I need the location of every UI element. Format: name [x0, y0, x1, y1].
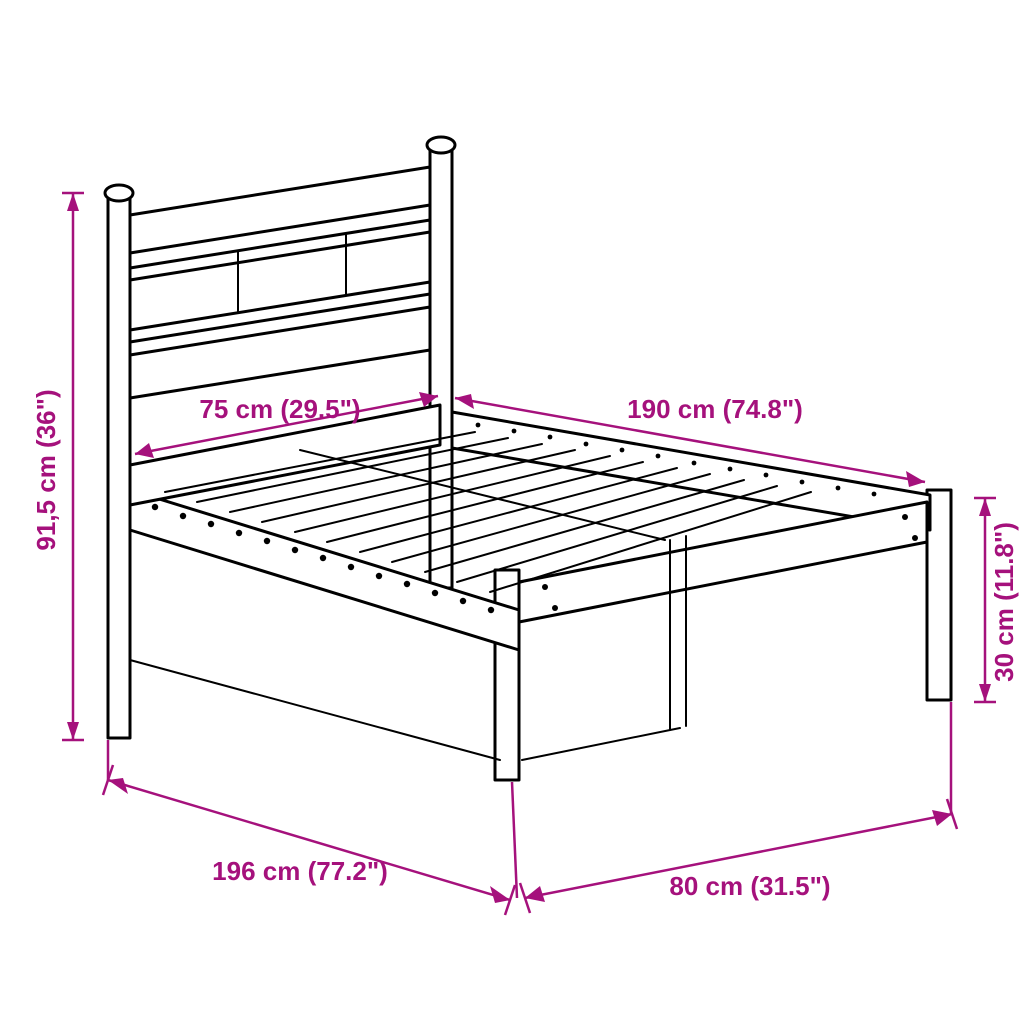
dim-outer-width-label: 80 cm (31.5") [669, 871, 830, 901]
side-rail-left [130, 490, 519, 650]
dim-leg-height-label: 30 cm (11.8") [989, 522, 1019, 682]
dim-outer-length: 196 cm (77.2") [103, 765, 515, 915]
dim-height-total-label: 91,5 cm (36") [31, 389, 61, 550]
diagram-canvas: 91,5 cm (36") 75 cm (29.5") 190 cm (74.8… [0, 0, 1024, 1024]
bed-frame-drawing [105, 137, 951, 780]
dim-inner-length-label: 190 cm (74.8") [627, 394, 803, 424]
dim-leg-height: 30 cm (11.8") [974, 498, 1019, 702]
dim-outer-length-label: 196 cm (77.2") [212, 856, 388, 886]
dim-height-total: 91,5 cm (36") [31, 193, 84, 740]
dim-inner-width-label: 75 cm (29.5") [199, 394, 360, 424]
dim-outer-width: 80 cm (31.5") [520, 799, 957, 913]
foot-post-left [495, 570, 519, 780]
